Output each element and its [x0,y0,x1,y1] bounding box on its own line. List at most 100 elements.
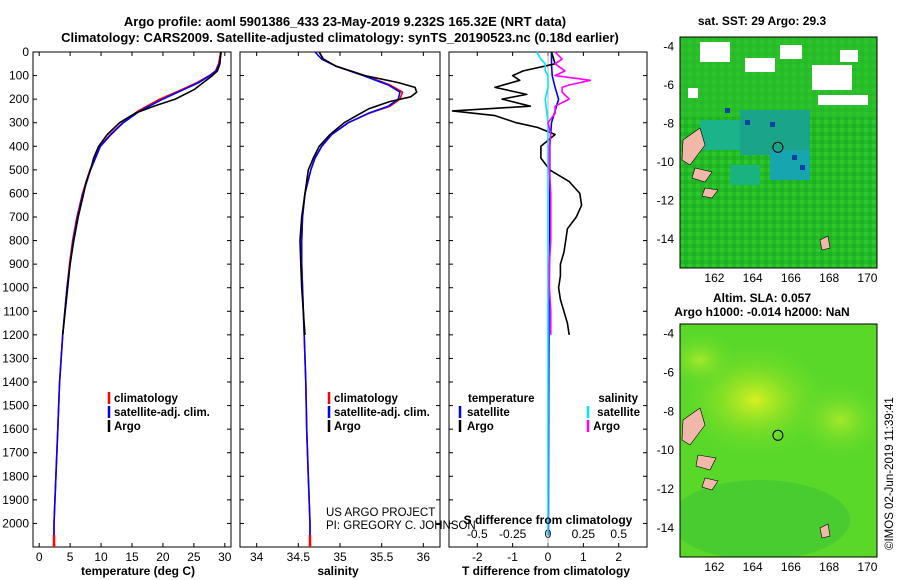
pi-credit: PI: GREGORY C. JOHNSON [326,520,476,532]
map-lon-label: 170 [857,560,877,574]
map-lon-label: 166 [781,560,801,574]
map-lat-label: -10 [657,155,675,169]
legend-title-salinity: salinity [598,393,638,405]
x-tick-label: -2 [472,550,483,564]
sst-cool-dot-2 [770,122,775,127]
sst-cloud-5 [840,50,858,62]
sla-island-4 [819,523,831,539]
depth-tick-label: 1000 [2,281,29,295]
sst-cloud-3 [780,45,802,59]
x-tick-label: 20 [156,550,170,564]
map-lat-label: -4 [663,327,674,341]
x-tick-label: 35 [333,550,347,564]
x-tick-label: 0 [545,550,552,564]
map-lat-label: -4 [663,40,674,54]
legend-label-climatology: climatology [334,393,399,405]
sst-cloud-1 [700,42,730,62]
sst-cool-dot-3 [792,155,797,160]
x-tick-label: 10 [94,550,108,564]
sst-island-3 [701,187,719,199]
sla-island-2 [695,454,717,471]
depth-tick-label: 800 [9,234,29,248]
figure-title-line2: Climatology: CARS2009. Satellite-adjuste… [61,30,619,45]
legend-label-satellite: satellite-adj. clim. [114,407,210,419]
depth-tick-label: 500 [9,163,29,177]
map-lat-label: -10 [657,443,675,457]
salinity-series-climatology [300,51,404,536]
depth-tick-label: 1200 [2,328,29,342]
salinity-xlabel: salinity [317,564,359,578]
depth-tick-label: 700 [9,210,29,224]
legend-label-t-satellite: satellite [467,407,510,419]
x-tick-label: 34 [250,550,264,564]
series-layer [52,51,592,547]
s-difference-xlabel: S difference from climatology [464,513,633,527]
map-lon-label: 162 [704,271,724,285]
legend-label-climatology: climatology [114,393,179,405]
map-lat-label: -8 [663,404,674,418]
sst-cool-patch-4 [730,165,760,185]
map-lon-label: 164 [743,560,763,574]
temperature-xlabel: temperature (deg C) [81,564,195,578]
depth-tick-label: 900 [9,257,29,271]
map-lat-label: -12 [657,194,675,208]
sla-island-3 [701,477,719,491]
map-lon-label: 170 [857,271,877,285]
x2-tick-label: -0.5 [467,527,488,541]
sst-cloud-2 [745,58,775,72]
legend-label-satellite: satellite-adj. clim. [334,407,430,419]
legend-title-temperature: temperature [468,393,534,405]
map-lat-label: -14 [657,521,675,535]
map-lat-label: -8 [663,117,674,131]
sla-map [680,324,877,557]
axes-layer: 0100200300400500600700800900100011001200… [2,40,877,574]
sst-map [680,37,877,268]
legend-label-argo: Argo [114,421,141,433]
x-tick-label: 35.5 [370,550,394,564]
sst-cloud-6 [818,95,868,105]
legend-label-argo: Argo [334,421,361,433]
sst-cool-patch-2 [700,120,740,150]
sst-cool-patch-1 [740,110,810,155]
sla-map-title-line2: Argo h1000: -0.014 h2000: NaN [674,305,849,319]
x-tick-label: 0 [36,550,43,564]
temperature-series-climatology [53,51,222,536]
salinity-legend: climatology satellite-adj. clim. Argo [327,392,430,433]
map-lat-label: -14 [657,232,675,246]
map-lon-label: 164 [743,271,763,285]
depth-tick-label: 300 [9,116,29,130]
x2-tick-label: 0.5 [610,527,627,541]
figure-title-line1: Argo profile: aoml 5901386_433 23-May-20… [124,14,566,29]
salinity-series-argo [299,51,418,335]
x-tick-label: 25 [187,550,201,564]
depth-tick-label: 200 [9,92,29,106]
x-tick-label: -1 [507,550,518,564]
map-lat-label: -6 [663,78,674,92]
depth-tick-label: 1700 [2,446,29,460]
depth-tick-label: 1600 [2,422,29,436]
sst-map-frame [679,36,878,269]
x-tick-label: 15 [125,550,139,564]
timestamp-stamp: ©IMOS 02-Jun-2019 11:39:41 [884,397,896,550]
difference-legend: temperature satellite Argo salinity sate… [458,393,640,433]
depth-tick-label: 100 [9,69,29,83]
depth-tick-label: 1300 [2,351,29,365]
map-lat-label: -12 [657,482,675,496]
difference-series-t-argo [451,51,583,336]
sla-high-blob-2 [790,380,877,460]
project-credit: US ARGO PROJECT [326,507,435,519]
sla-island-1 [681,407,706,446]
x-tick-label: 36 [417,550,431,564]
depth-tick-label: 1100 [3,304,29,318]
x-tick-label: 2 [615,550,622,564]
sla-low-blob [680,480,850,557]
x2-tick-label: 0.25 [572,527,596,541]
temperature-series-satellite-adj--clim- [53,51,222,536]
depth-tick-label: 400 [9,139,29,153]
salinity-series-satellite-adj--clim- [300,51,401,536]
sst-cool-dot-1 [745,120,750,125]
depth-tick-label: 1900 [2,493,29,507]
temperature-legend: climatology satellite-adj. clim. Argo [107,392,210,433]
sst-map-title: sat. SST: 29 Argo: 29.3 [698,14,827,28]
